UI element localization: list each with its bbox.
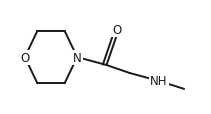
Text: NH: NH: [150, 75, 168, 88]
Text: N: N: [73, 51, 82, 64]
Text: O: O: [20, 51, 29, 64]
Text: O: O: [112, 23, 122, 36]
